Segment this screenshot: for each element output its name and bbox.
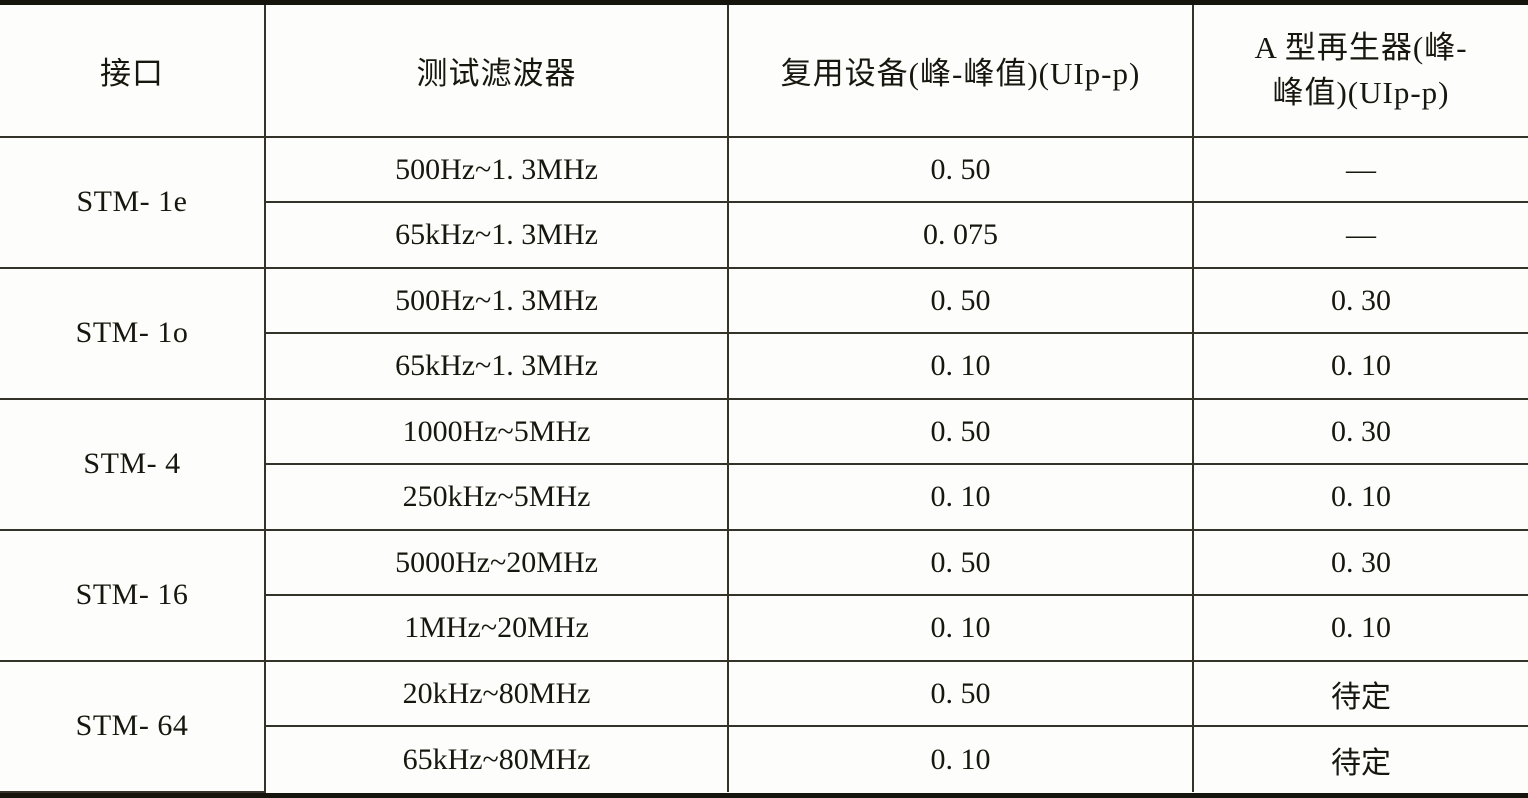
cell-mux-value: 0. 10 (727, 332, 1194, 400)
cell-filter: 20kHz~80MHz (264, 659, 729, 728)
cell-regen-value: 0. 10 (1192, 594, 1528, 662)
table-row: 65kHz~1. 3MHz 0. 10 0. 10 (0, 332, 1528, 400)
table-row: STM- 1e 500Hz~1. 3MHz 0. 50 — (0, 135, 1528, 269)
table-row: 250kHz~5MHz 0. 10 0. 10 (0, 463, 1528, 531)
cell-mux-value: 0. 075 (727, 201, 1194, 269)
cell-interface-stm64: STM- 64 (0, 659, 266, 793)
cell-regen-value: 待定 (1192, 725, 1528, 792)
cell-mux-value: 0. 10 (727, 594, 1194, 662)
header-interface: 接口 (0, 5, 266, 138)
cell-mux-value: 0. 10 (727, 725, 1194, 792)
cell-filter: 250kHz~5MHz (264, 463, 729, 531)
jitter-spec-table: 接口 测试滤波器 复用设备(峰-峰值)(UIp-p) A 型再生器(峰- 峰值)… (0, 5, 1528, 793)
header-test-filter: 测试滤波器 (264, 5, 729, 138)
cell-filter: 65kHz~1. 3MHz (264, 201, 729, 269)
table-row: STM- 4 1000Hz~5MHz 0. 50 0. 30 (0, 397, 1528, 531)
cell-mux-value: 0. 10 (727, 463, 1194, 531)
cell-mux-value: 0. 50 (727, 528, 1194, 597)
table-row: 65kHz~80MHz 0. 10 待定 (0, 725, 1528, 792)
cell-filter: 500Hz~1. 3MHz (264, 135, 729, 204)
cell-mux-value: 0. 50 (727, 135, 1194, 204)
cell-filter: 1MHz~20MHz (264, 594, 729, 662)
cell-mux-value: 0. 50 (727, 397, 1194, 466)
header-type-a-regenerator: A 型再生器(峰- 峰值)(UIp-p) (1192, 5, 1528, 138)
cell-regen-value: 0. 10 (1192, 332, 1528, 400)
cell-filter: 65kHz~80MHz (264, 725, 729, 792)
cell-mux-value: 0. 50 (727, 659, 1194, 728)
table-row: STM- 1o 500Hz~1. 3MHz 0. 50 0. 30 (0, 266, 1528, 400)
cell-regen-value: 待定 (1192, 659, 1528, 728)
cell-filter: 500Hz~1. 3MHz (264, 266, 729, 335)
table-row: 65kHz~1. 3MHz 0. 075 — (0, 201, 1528, 269)
cell-regen-value: 0. 30 (1192, 397, 1528, 466)
header-mux-equipment: 复用设备(峰-峰值)(UIp-p) (727, 5, 1194, 138)
cell-interface-stm1e: STM- 1e (0, 136, 266, 269)
cell-interface-stm1o: STM- 1o (0, 266, 266, 400)
table-row: 1MHz~20MHz 0. 10 0. 10 (0, 594, 1528, 662)
table-row: STM- 16 5000Hz~20MHz 0. 50 0. 30 (0, 528, 1528, 662)
cell-filter: 5000Hz~20MHz (264, 528, 729, 597)
cell-regen-value: — (1192, 201, 1528, 269)
cell-regen-value: 0. 30 (1192, 266, 1528, 335)
cell-filter: 65kHz~1. 3MHz (264, 332, 729, 400)
cell-interface-stm4: STM- 4 (0, 397, 266, 531)
table-row: STM- 64 20kHz~80MHz 0. 50 待定 (0, 659, 1528, 793)
cell-filter: 1000Hz~5MHz (264, 397, 729, 466)
header-row: 接口 测试滤波器 复用设备(峰-峰值)(UIp-p) A 型再生器(峰- 峰值)… (0, 5, 1528, 138)
cell-regen-value: — (1192, 135, 1528, 204)
cell-regen-value: 0. 30 (1192, 528, 1528, 597)
cell-mux-value: 0. 50 (727, 266, 1194, 335)
cell-interface-stm16: STM- 16 (0, 528, 266, 662)
cell-regen-value: 0. 10 (1192, 463, 1528, 531)
